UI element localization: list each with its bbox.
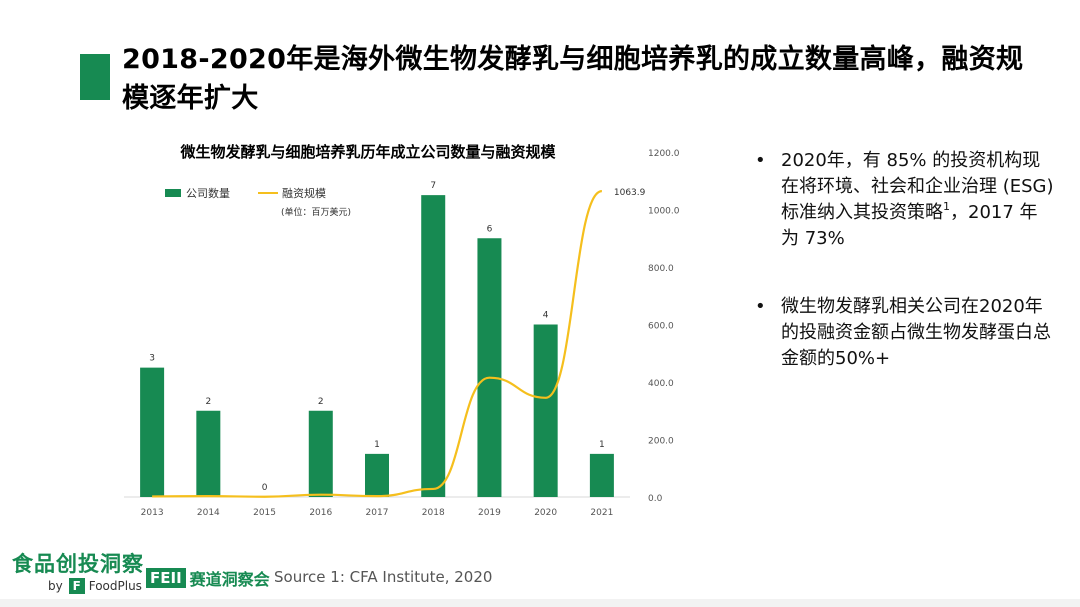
bullet-item: • 微生物发酵乳相关公司在2020年的投融资金额占微生物发酵蛋白总金额的50%+ — [755, 294, 1055, 372]
bar-2013 — [140, 367, 165, 497]
y-right-tick-label: 200.0 — [648, 437, 674, 447]
x-tick-label: 2019 — [478, 508, 501, 518]
chart-legend: 公司数量 融资规模 (单位：百万美元) — [165, 186, 351, 218]
legend-label-line: 融资规模 — [282, 186, 326, 200]
foodplus-name: FoodPlus — [88, 579, 142, 593]
bar-label: 0 — [262, 483, 268, 493]
y-right-tick-label: 400.0 — [648, 379, 674, 389]
bullet-body: 2020年，有 85% 的投资机构现在将环境、社会和企业治理 (ESG) 标准纳… — [781, 150, 1054, 223]
foodplus-f-icon: F — [68, 578, 85, 594]
feii-badge: FEII — [146, 568, 186, 588]
y-right-tick-label: 800.0 — [648, 264, 674, 274]
bar-label: 1 — [599, 440, 605, 450]
series-line-funding — [152, 190, 603, 498]
title-accent-bar — [80, 54, 110, 100]
bar-label: 1 — [374, 440, 380, 450]
bar-label: 6 — [487, 224, 493, 234]
bar-label: 4 — [543, 311, 549, 321]
bar-2017 — [365, 453, 389, 497]
bar-2016 — [308, 410, 333, 497]
bottom-strip — [0, 599, 1080, 607]
source-note: Source 1: CFA Institute, 2020 — [274, 568, 493, 586]
bullet-tail: ，2017 年为 73% — [781, 202, 1038, 249]
page-title: 2018-2020年是海外微生物发酵乳与细胞培养乳的成立数量高峰，融资规模逐年扩… — [122, 44, 1024, 114]
bar-2019 — [477, 238, 502, 497]
foodplus-logo-text: 食品创投洞察 — [12, 552, 144, 576]
x-tick-label: 2013 — [141, 508, 164, 518]
x-tick-label: 2018 — [422, 508, 445, 518]
by-text: by — [48, 579, 63, 593]
bullet-text: 微生物发酵乳相关公司在2020年的投融资金额占微生物发酵蛋白总金额的50%+ — [781, 296, 1051, 369]
bar-2018 — [421, 195, 446, 497]
y-right-tick-label: 0.0 — [648, 494, 663, 504]
foodplus-byline: by F FoodPlus — [48, 578, 142, 594]
bar-2021 — [589, 453, 614, 497]
bullet-dot: • — [755, 150, 766, 171]
bullet-item: • 2020年，有 85% 的投资机构现在将环境、社会和企业治理 (ESG) 标… — [755, 148, 1055, 252]
bar-label: 7 — [430, 181, 436, 191]
bar-label: 2 — [205, 397, 211, 407]
x-tick-label: 2015 — [253, 508, 276, 518]
legend-swatch-bar — [165, 189, 181, 197]
x-tick-label: 2016 — [309, 508, 332, 518]
bar-2020 — [533, 324, 558, 497]
x-tick-label: 2021 — [590, 508, 613, 518]
bar-label: 3 — [149, 354, 155, 364]
x-tick-label: 2017 — [366, 508, 389, 518]
x-tick-label: 2014 — [197, 508, 220, 518]
y-right-tick-label: 1200.0 — [648, 149, 680, 159]
y-right-tick-label: 1000.0 — [648, 207, 680, 217]
bullet-text: 2020年，有 85% 的投资机构现在将环境、社会和企业治理 (ESG) 标准纳… — [781, 148, 1055, 252]
unit-note: (单位：百万美元) — [281, 206, 351, 218]
bullet-dot: • — [755, 296, 766, 317]
bar-label: 2 — [318, 397, 324, 407]
line-end-label: 1063.9 — [614, 188, 646, 198]
y-right-tick-label: 600.0 — [648, 322, 674, 332]
bar-2014 — [196, 410, 221, 497]
legend-label-bar: 公司数量 — [186, 187, 230, 200]
feii-text: 赛道洞察会 — [189, 570, 270, 589]
x-tick-label: 2020 — [534, 508, 557, 518]
chart-title: 微生物发酵乳与细胞培养乳历年成立公司数量与融资规模 — [179, 143, 556, 161]
plot-area: 0.0 200.0 400.0 600.0 800.0 1000.0 1200.0 3 2013… — [124, 149, 680, 518]
footnote-marker: 1 — [943, 200, 950, 213]
feii-logo: FEII 赛道洞察会 — [146, 566, 270, 590]
bullet-list: • 2020年，有 85% 的投资机构现在将环境、社会和企业治理 (ESG) 标… — [755, 148, 1055, 414]
